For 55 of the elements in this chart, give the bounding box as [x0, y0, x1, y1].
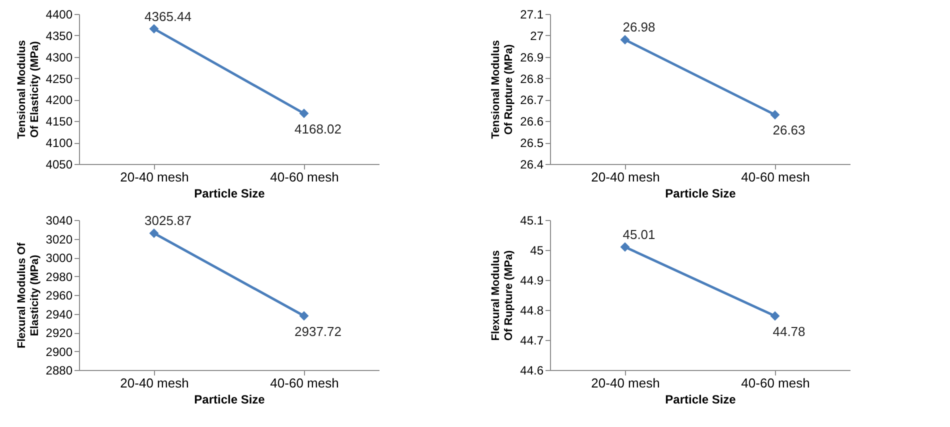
y-tick-label: 45 [530, 244, 544, 258]
y-tick-label: 27.1 [520, 8, 544, 22]
y-tick-label: 26.4 [520, 158, 544, 172]
y-axis-title: Tensional Modulus Of Rupture (MPa) [490, 40, 516, 139]
y-tick-label: 4250 [46, 72, 73, 86]
y-tick-label: 3000 [46, 251, 73, 265]
y-axis-title: Tensional Modulus Of Elasticity (MPa) [16, 40, 41, 139]
y-tick-label: 2960 [46, 288, 73, 302]
y-tick-label: 44.9 [520, 274, 544, 288]
x-tick-label: 40-60 mesh [741, 170, 810, 184]
y-tick-label: 3020 [46, 232, 73, 246]
y-tick-label: 4350 [46, 28, 73, 43]
y-tick-label: 26.8 [520, 72, 544, 86]
data-label: 4365.44 [144, 8, 192, 24]
data-label: 4168.02 [294, 121, 342, 136]
x-tick-label: 20-40 mesh [591, 376, 660, 390]
data-label: 3025.87 [144, 213, 192, 228]
y-tick-label: 45.1 [520, 214, 544, 228]
data-label: 45.01 [622, 227, 656, 242]
y-tick-label: 44.6 [520, 364, 544, 378]
data-label: 2937.72 [294, 324, 342, 339]
y-tick-label: 2900 [46, 344, 73, 359]
data-label: 26.98 [622, 20, 656, 35]
y-tick-label: 4100 [46, 136, 73, 150]
y-tick-label: 44.8 [520, 304, 544, 318]
x-tick-label: 40-60 mesh [270, 170, 339, 184]
y-tick-label: 4200 [46, 93, 73, 108]
y-tick-label: 4400 [46, 8, 73, 22]
x-axis-title: Particle Size [194, 186, 266, 200]
y-tick-label: 2940 [46, 307, 73, 322]
y-tick-label: 4150 [46, 114, 73, 129]
y-tick-label: 26.6 [520, 114, 544, 129]
y-tick-label: 2920 [46, 326, 73, 340]
x-tick-label: 20-40 mesh [591, 170, 660, 184]
y-tick-label: 27 [530, 28, 544, 43]
y-tick-label: 26.9 [520, 50, 544, 64]
y-tick-label: 3040 [46, 214, 73, 228]
x-tick-label: 20-40 mesh [120, 376, 189, 390]
y-tick-label: 2880 [46, 364, 73, 378]
y-axis-title: Flexural Modulus Of Elasticity (MPa) [16, 242, 41, 348]
x-tick-label: 20-40 mesh [120, 170, 189, 184]
x-axis-title: Particle Size [665, 186, 736, 200]
y-tick-label: 2980 [46, 270, 73, 284]
y-tick-label: 4300 [46, 50, 73, 64]
y-tick-label: 26.7 [520, 93, 544, 108]
y-tick-label: 26.5 [520, 136, 544, 150]
x-tick-label: 40-60 mesh [741, 376, 810, 390]
y-axis-title: Flexural Modulus Of Rupture (MPa) [490, 250, 516, 341]
data-label: 26.63 [772, 122, 806, 138]
y-tick-label: 44.7 [520, 334, 544, 348]
x-axis-title: Particle Size [665, 392, 736, 406]
x-axis-title: Particle Size [194, 392, 266, 406]
x-tick-label: 40-60 mesh [270, 376, 339, 390]
y-tick-label: 4050 [46, 158, 73, 172]
data-label: 44.78 [772, 324, 806, 339]
